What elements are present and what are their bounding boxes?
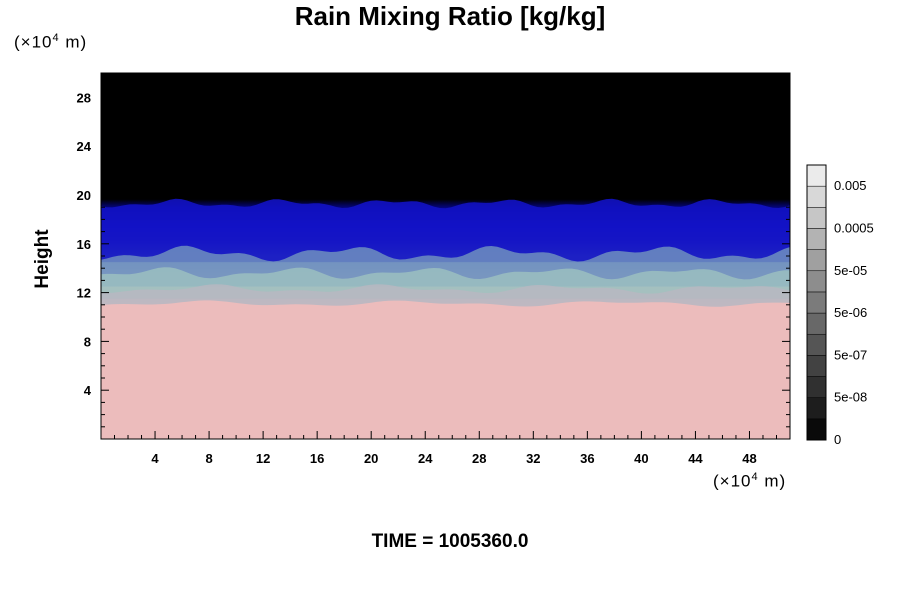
y-tick-label: 12 [77,286,91,301]
colorbar-segment [806,164,827,187]
colorbar-segment [806,185,827,208]
colorbar-segment [806,333,827,356]
x-tick-label: 20 [364,451,378,466]
colorbar-segment [806,418,827,441]
colorbar-segment [806,312,827,335]
x-unit-label: (×104 m) [713,471,787,491]
colorbar-label: 5e-07 [834,347,867,362]
upper-blue-layer [101,198,790,263]
colorbar-segment [806,355,827,377]
colorbar-segment [806,249,827,272]
x-tick-label: 28 [472,451,486,466]
colorbar-label: 0.0005 [834,220,874,235]
colorbar-label: 0.005 [834,178,867,193]
colorbar-segment [806,291,827,314]
colorbar-segment [806,397,827,420]
y-unit-label: (×104 m) [14,32,88,52]
x-tick-label: 4 [151,451,159,466]
colorbar-segment [806,207,827,229]
x-tick-label: 16 [310,451,324,466]
colorbar-label: 5e-08 [834,390,867,405]
x-tick-label: 40 [634,451,648,466]
colorbar-label: 0 [834,432,841,447]
y-tick-label: 8 [84,334,91,349]
colorbar-segment [806,228,827,250]
y-tick-label: 20 [77,188,91,203]
y-tick-label: 16 [77,237,91,252]
x-tick-label: 8 [205,451,212,466]
y-tick-label: 4 [84,383,92,398]
colorbar-segment [806,270,827,293]
colorbar-label: 5e-06 [834,305,867,320]
time-label: TIME = 1005360.0 [371,531,529,552]
colorbar-label: 5e-05 [834,263,867,278]
colorbar-frame [806,164,827,441]
x-tick-label: 12 [256,451,270,466]
x-tick-label: 36 [580,451,594,466]
colorbar-segment [806,376,827,398]
x-tick-label: 32 [526,451,540,466]
y-tick-label: 24 [77,139,92,154]
chart-title: Rain Mixing Ratio [kg/kg] [294,1,606,31]
y-tick-label: 28 [77,90,91,105]
x-tick-label: 24 [418,451,433,466]
x-tick-label: 48 [742,451,756,466]
x-tick-label: 44 [688,451,703,466]
lower-pink-layer [101,300,790,439]
